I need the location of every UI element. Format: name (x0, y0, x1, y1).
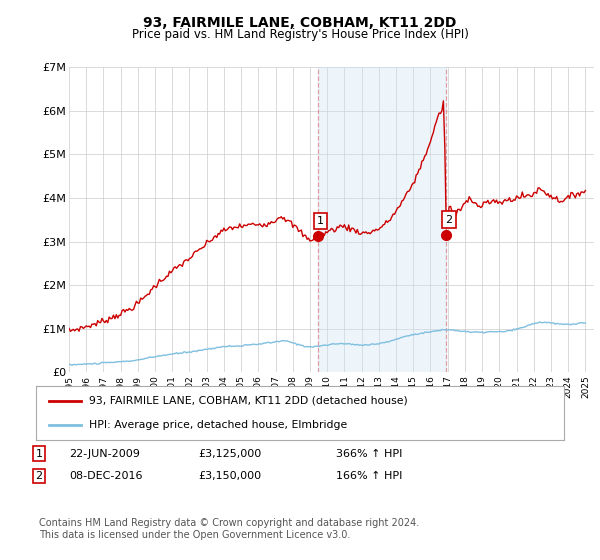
Text: 1: 1 (317, 216, 324, 226)
Text: 22-JUN-2009: 22-JUN-2009 (69, 449, 140, 459)
Text: 1: 1 (35, 449, 43, 459)
Text: 2: 2 (446, 215, 452, 225)
Bar (318, 67, 446, 372)
Text: 166% ↑ HPI: 166% ↑ HPI (336, 471, 403, 481)
Text: 2: 2 (35, 471, 43, 481)
Text: 366% ↑ HPI: 366% ↑ HPI (336, 449, 403, 459)
Text: Price paid vs. HM Land Registry's House Price Index (HPI): Price paid vs. HM Land Registry's House … (131, 28, 469, 41)
Text: 93, FAIRMILE LANE, COBHAM, KT11 2DD (detached house): 93, FAIRMILE LANE, COBHAM, KT11 2DD (det… (89, 396, 407, 406)
Text: £3,150,000: £3,150,000 (198, 471, 261, 481)
Text: 93, FAIRMILE LANE, COBHAM, KT11 2DD: 93, FAIRMILE LANE, COBHAM, KT11 2DD (143, 16, 457, 30)
Text: HPI: Average price, detached house, Elmbridge: HPI: Average price, detached house, Elmb… (89, 420, 347, 430)
Text: £3,125,000: £3,125,000 (198, 449, 261, 459)
Text: 08-DEC-2016: 08-DEC-2016 (69, 471, 143, 481)
Text: Contains HM Land Registry data © Crown copyright and database right 2024.
This d: Contains HM Land Registry data © Crown c… (39, 518, 419, 540)
